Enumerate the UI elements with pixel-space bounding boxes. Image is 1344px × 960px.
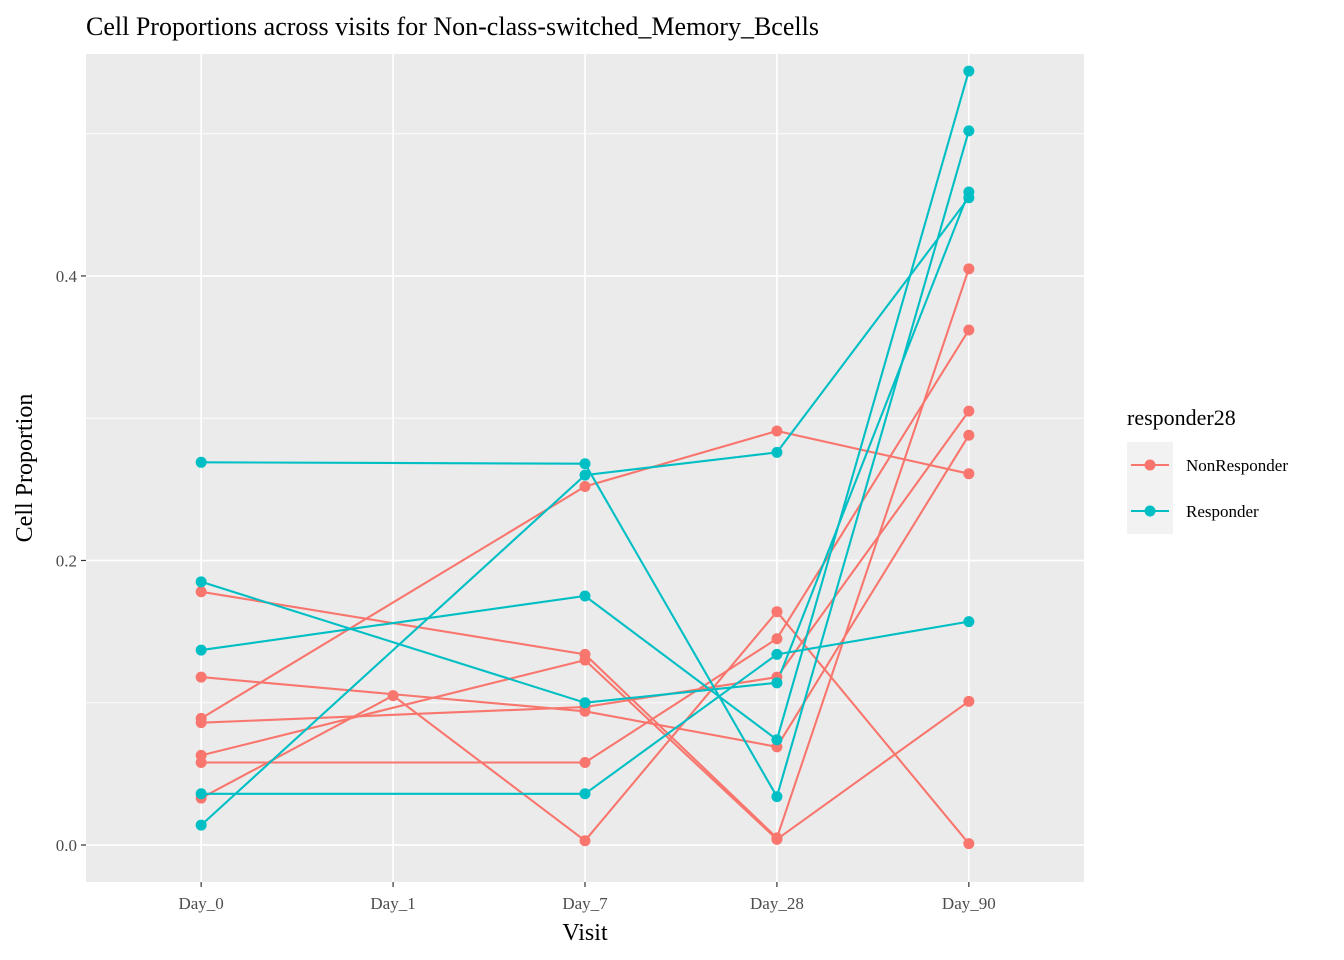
series-line	[201, 130, 970, 800]
data-point	[195, 788, 207, 800]
y-tick-label: 0.2	[56, 551, 77, 570]
data-point	[963, 695, 975, 707]
data-point	[579, 480, 591, 492]
chart-title: Cell Proportions across visits for Non-c…	[86, 12, 819, 41]
data-point	[771, 734, 783, 746]
x-tick-label: Day_28	[750, 894, 804, 913]
legend-entries: NonResponder Responder	[1127, 442, 1288, 534]
data-point	[195, 456, 207, 468]
data-point	[195, 644, 207, 656]
data-point	[195, 671, 207, 683]
data-point	[579, 654, 591, 666]
data-point	[963, 838, 975, 850]
series-line	[200, 429, 970, 720]
series-line	[200, 191, 970, 704]
x-axis-title: Visit	[562, 920, 608, 946]
data-point	[579, 469, 591, 481]
x-tick-label: Day_1	[370, 894, 415, 913]
data-point	[195, 749, 207, 761]
data-point	[963, 192, 975, 204]
series-line	[200, 197, 970, 826]
data-point	[387, 690, 399, 702]
data-point	[963, 125, 975, 137]
data-point	[963, 405, 975, 417]
data-point	[771, 606, 783, 618]
data-point	[963, 429, 975, 441]
data-point	[195, 586, 207, 598]
data-point	[195, 717, 207, 729]
data-point	[195, 576, 207, 588]
legend-label: Responder	[1186, 502, 1259, 521]
data-point	[771, 833, 783, 845]
y-tick-label: 0.0	[56, 836, 77, 855]
data-point	[579, 835, 591, 847]
legend-label: NonResponder	[1186, 456, 1288, 475]
data-point	[579, 756, 591, 768]
legend-key-point	[1144, 459, 1156, 471]
legend-entry-responder: Responder	[1127, 488, 1259, 534]
data-point	[579, 458, 591, 470]
series-line	[201, 620, 969, 795]
data-point	[771, 677, 783, 689]
data-point	[963, 616, 975, 628]
y-tick-label: 0.4	[56, 267, 78, 286]
data-point	[771, 633, 783, 645]
series-responder-8	[200, 191, 970, 704]
data-point	[963, 468, 975, 480]
x-tick-label: Day_0	[178, 894, 223, 913]
series-line	[201, 329, 970, 764]
legend-key-point	[1144, 505, 1156, 517]
series-responder-9	[201, 70, 970, 742]
data-point	[579, 697, 591, 709]
legend-title: responder28	[1127, 405, 1236, 430]
data-point	[771, 791, 783, 803]
data-point	[963, 324, 975, 336]
data-point	[195, 819, 207, 831]
x-axis: Day_0 Day_1 Day_7 Day_28 Day_90	[178, 882, 996, 913]
data-point	[963, 65, 975, 77]
data-point	[771, 648, 783, 660]
series-line	[200, 658, 970, 841]
series-nonresponder-4	[201, 329, 970, 764]
data-point	[579, 788, 591, 800]
series-responder-10	[200, 197, 970, 826]
x-tick-label: Day_7	[562, 894, 608, 913]
legend-entry-nonresponder: NonResponder	[1127, 442, 1288, 488]
series-line	[201, 70, 970, 742]
y-axis: 0.0 0.2 0.4	[56, 267, 86, 855]
series-layer	[195, 65, 975, 850]
series-responder-11	[201, 620, 969, 795]
data-point	[771, 425, 783, 437]
data-point	[579, 590, 591, 602]
y-axis-title: Cell Proportion	[12, 394, 38, 543]
series-responder-7	[201, 130, 970, 800]
data-point	[771, 446, 783, 458]
series-nonresponder-1	[200, 429, 970, 720]
legend: responder28 NonResponder Responder	[1127, 405, 1288, 534]
series-nonresponder-5	[200, 658, 970, 841]
data-point	[963, 263, 975, 275]
x-tick-label: Day_90	[942, 894, 996, 913]
